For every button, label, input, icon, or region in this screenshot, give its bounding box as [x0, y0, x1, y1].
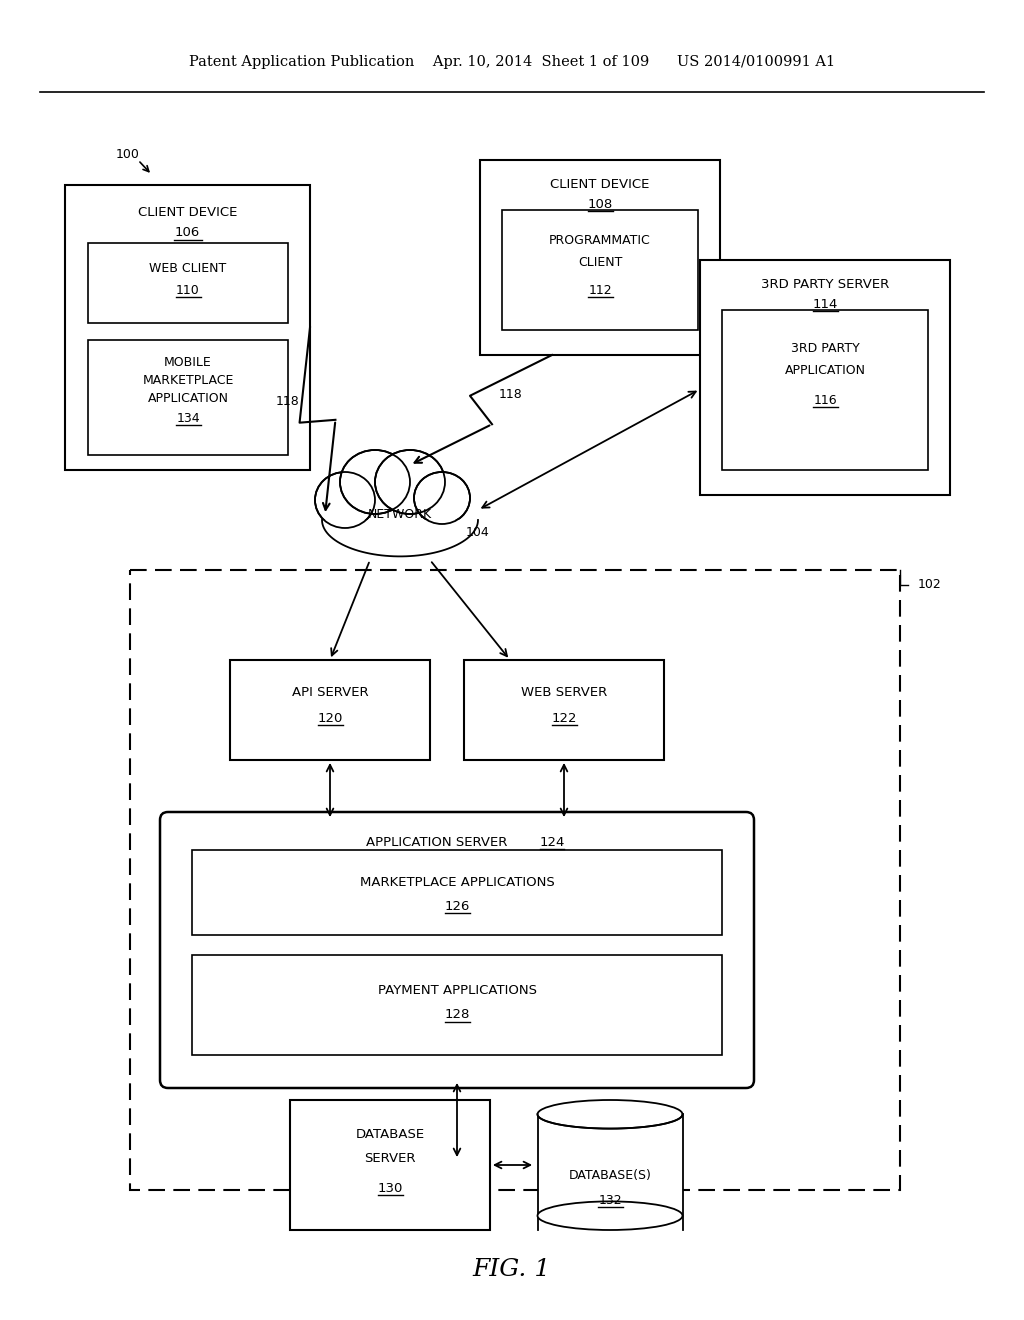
Text: 100: 100 — [116, 149, 140, 161]
Bar — [290, 1100, 490, 1230]
Text: DATABASE: DATABASE — [355, 1129, 425, 1142]
Bar — [700, 260, 950, 495]
Text: MOBILE: MOBILE — [164, 355, 212, 368]
Text: 132: 132 — [598, 1193, 622, 1206]
Ellipse shape — [538, 1100, 683, 1129]
Bar — [464, 660, 664, 760]
Bar — [322, 520, 478, 550]
Text: APPLICATION: APPLICATION — [147, 392, 228, 404]
Bar — [230, 660, 430, 760]
Ellipse shape — [375, 450, 445, 513]
Text: 122: 122 — [551, 711, 577, 725]
Text: APPLICATION: APPLICATION — [784, 363, 865, 376]
Bar — [65, 185, 310, 470]
Text: APPLICATION SERVER: APPLICATION SERVER — [367, 836, 508, 849]
Text: 112: 112 — [588, 284, 611, 297]
Text: 110: 110 — [176, 284, 200, 297]
FancyBboxPatch shape — [160, 812, 754, 1088]
Text: 3RD PARTY: 3RD PARTY — [791, 342, 859, 355]
Text: PROGRAMMATIC: PROGRAMMATIC — [549, 234, 651, 247]
Text: CLIENT: CLIENT — [578, 256, 623, 268]
Text: 102: 102 — [918, 578, 942, 591]
Text: 134: 134 — [176, 412, 200, 425]
Bar — [502, 210, 698, 330]
Text: 114: 114 — [812, 297, 838, 310]
Text: MARKETPLACE APPLICATIONS: MARKETPLACE APPLICATIONS — [359, 875, 554, 888]
Text: 128: 128 — [444, 1008, 470, 1022]
Bar — [480, 160, 720, 355]
Text: NETWORK: NETWORK — [368, 508, 432, 521]
Bar — [88, 243, 288, 323]
Text: API SERVER: API SERVER — [292, 685, 369, 698]
Bar — [193, 954, 722, 1055]
Text: DATABASE(S): DATABASE(S) — [568, 1168, 651, 1181]
Text: 116: 116 — [813, 393, 837, 407]
Text: 3RD PARTY SERVER: 3RD PARTY SERVER — [761, 279, 889, 292]
Text: PAYMENT APPLICATIONS: PAYMENT APPLICATIONS — [378, 983, 537, 997]
Text: 120: 120 — [317, 711, 343, 725]
Ellipse shape — [315, 473, 375, 528]
Bar — [130, 570, 900, 1191]
Text: 108: 108 — [588, 198, 612, 210]
Text: 130: 130 — [377, 1181, 402, 1195]
Ellipse shape — [538, 1201, 683, 1230]
Bar — [88, 341, 288, 455]
Text: CLIENT DEVICE: CLIENT DEVICE — [550, 178, 649, 191]
Text: WEB CLIENT: WEB CLIENT — [150, 261, 226, 275]
Text: Patent Application Publication    Apr. 10, 2014  Sheet 1 of 109      US 2014/010: Patent Application Publication Apr. 10, … — [189, 55, 835, 69]
Text: MARKETPLACE: MARKETPLACE — [142, 374, 233, 387]
Text: 126: 126 — [444, 899, 470, 912]
Text: 106: 106 — [175, 227, 200, 239]
Bar — [193, 850, 722, 935]
Text: 124: 124 — [540, 836, 564, 849]
Text: CLIENT DEVICE: CLIENT DEVICE — [138, 206, 238, 219]
Text: FIG. 1: FIG. 1 — [473, 1258, 551, 1282]
Text: SERVER: SERVER — [365, 1151, 416, 1164]
Text: 118: 118 — [275, 395, 299, 408]
Ellipse shape — [414, 473, 470, 524]
Text: WEB SERVER: WEB SERVER — [521, 685, 607, 698]
Bar — [538, 1114, 683, 1230]
Text: 104: 104 — [466, 525, 489, 539]
Bar — [722, 310, 928, 470]
Text: 118: 118 — [499, 388, 523, 401]
Ellipse shape — [340, 450, 410, 513]
